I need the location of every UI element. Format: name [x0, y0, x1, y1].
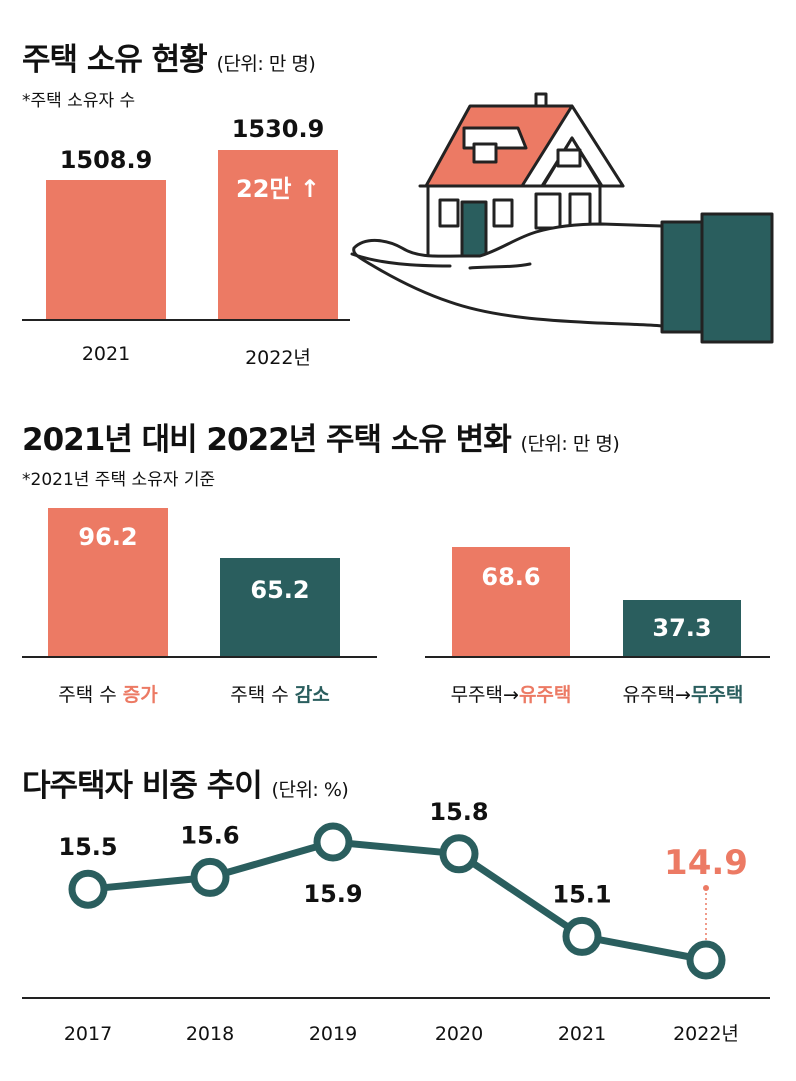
section2-title: 2021년 대비 2022년 주택 소유 변화 (단위: 만 명) [22, 414, 620, 459]
ownership-bar-2022 [218, 150, 338, 320]
house-in-hand-illustration [350, 92, 774, 344]
line-xlabel-2020: 2020 [435, 1023, 483, 1045]
section1-title: 주택 소유 현황 (단위: 만 명) [22, 34, 316, 79]
line-value-2018: 15.6 [180, 821, 239, 849]
line-value-2021: 15.1 [552, 880, 611, 908]
change-label-decrease: 주택 수 감소 [230, 684, 330, 706]
ownership-xlabel-2021: 2021 [81, 343, 131, 365]
up-arrow-icon: ↑ [299, 175, 320, 203]
change-label-to-owner: 무주택→유주택 [450, 684, 572, 706]
section1-title-text: 주택 소유 현황 [22, 42, 208, 78]
section1-unit: (단위: 만 명) [216, 53, 316, 75]
change-label-to-nonowner: 유주택→무주택 [622, 684, 744, 706]
line-value-2020: 15.8 [429, 798, 488, 826]
change-value-increase: 96.2 [78, 523, 138, 551]
line-point-2020 [439, 834, 479, 874]
change-bar-to-nonowner [623, 600, 741, 656]
highlight-dot [703, 885, 709, 891]
section2-note: *2021년 주택 소유자 기준 [22, 470, 216, 490]
ownership-change-label: 22만 ↑ [218, 169, 338, 204]
section3-title-text: 다주택자 비중 추이 [22, 768, 263, 804]
line-point-2022년 [686, 940, 726, 980]
ownership-xlabel-2022: 2022년 [245, 347, 311, 369]
change-bar-decrease [220, 558, 340, 656]
line-xlabel-2022년: 2022년 [673, 1023, 739, 1045]
line-point-2017 [68, 869, 108, 909]
series-line [87, 838, 707, 964]
section3-title: 다주택자 비중 추이 (단위: %) [22, 760, 349, 805]
line-point-2018 [190, 857, 230, 897]
change-bar-to-owner [452, 547, 570, 656]
change-value-to-owner: 68.6 [481, 563, 541, 591]
line-value-2017: 15.5 [58, 833, 117, 861]
section2-baseline-right [425, 656, 770, 658]
section2-title-text: 2021년 대비 2022년 주택 소유 변화 [22, 422, 512, 458]
hand-icon [350, 212, 774, 344]
change-amount: 22만 [236, 175, 292, 203]
line-value-2022년: 14.9 [664, 843, 748, 883]
line-point-2021 [562, 916, 602, 956]
section1-baseline [22, 319, 350, 321]
line-xlabel-2021: 2021 [558, 1023, 606, 1045]
section3-unit: (단위: %) [271, 779, 349, 801]
section2-unit: (단위: 만 명) [520, 433, 620, 455]
change-bar-increase [48, 508, 168, 656]
ownership-value-2022: 1530.9 [231, 115, 325, 143]
house-icon [418, 92, 625, 268]
change-value-to-nonowner: 37.3 [652, 614, 712, 642]
change-value-decrease: 65.2 [250, 576, 310, 604]
line-xlabel-2018: 2018 [186, 1023, 234, 1045]
multi-owner-line-chart: 15.5 2017 15.6 2018 15.9 2019 15.8 2020 15.1 2021… [22, 798, 770, 1045]
line-xlabel-2017: 2017 [64, 1023, 112, 1045]
line-value-2019: 15.9 [303, 880, 362, 908]
section1-note: *주택 소유자 수 [22, 91, 136, 111]
ownership-value-2021: 1508.9 [59, 146, 153, 174]
ownership-bar-2021 [46, 180, 166, 320]
section2-baseline-left [22, 656, 377, 658]
change-label-increase: 주택 수 증가 [58, 684, 158, 706]
line-point-2019 [313, 822, 353, 862]
line-xlabel-2019: 2019 [309, 1023, 357, 1045]
